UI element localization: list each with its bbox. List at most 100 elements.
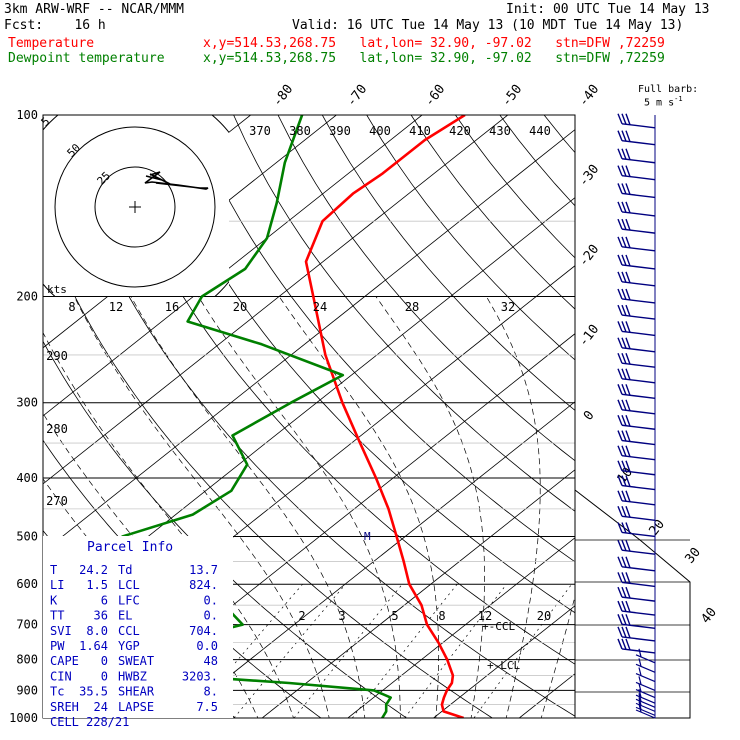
theta-label: 440 <box>529 124 551 138</box>
theta-e-label: 280 <box>46 422 68 436</box>
barb-legend-units: 5 m s-1 <box>644 94 683 108</box>
isotherm-label: -70 <box>344 82 370 110</box>
wind-barb <box>635 693 656 708</box>
mixing-ratio-line <box>233 583 346 718</box>
pressure-label: 700 <box>16 618 38 632</box>
ccl-marker: +-CCL <box>482 620 515 633</box>
dry-adiabat <box>277 115 575 462</box>
parcel-key: SHEAR <box>118 685 155 699</box>
parcel-value: 824. <box>189 578 218 592</box>
isotherm-label: -80 <box>270 82 296 110</box>
wind-barb <box>635 676 656 691</box>
dry-adiabat <box>321 115 575 411</box>
dry-adiabat <box>410 115 575 310</box>
speed-scale-label: 20 <box>233 300 247 314</box>
parcel-value: 48 <box>204 654 218 668</box>
parcel-key: TT <box>50 609 64 623</box>
isotherm-label: -10 <box>576 322 602 350</box>
parcel-value: 24.2 <box>79 563 108 577</box>
wind-barb <box>617 130 656 146</box>
parcel-key: SREH <box>50 700 79 714</box>
parcel-value: 0 <box>101 654 108 668</box>
parcel-key: CELL <box>50 715 79 729</box>
parcel-key: CIN <box>50 669 72 683</box>
init-time: Init: 00 UTC Tue 14 May 13 <box>506 2 710 17</box>
wind-barb <box>635 658 656 673</box>
wind-barb <box>617 475 656 491</box>
dry-adiabat <box>100 115 575 665</box>
isotherm-label: 30 <box>683 545 704 567</box>
wind-barb <box>617 201 656 217</box>
isotherm-label: -20 <box>576 242 602 270</box>
parcel-value: 35.5 <box>79 685 108 699</box>
hodograph-units: kts <box>47 283 67 296</box>
isotherm-label: -50 <box>499 82 525 110</box>
theta-label: 410 <box>409 124 431 138</box>
dry-adiabat <box>589 115 740 731</box>
isotherm-label: -40 <box>576 82 602 110</box>
wind-barb <box>635 689 656 704</box>
wind-barb <box>617 614 656 630</box>
parcel-key: EL <box>118 609 132 623</box>
theta-label: 400 <box>369 124 391 138</box>
speed-scale-label: 8 <box>68 300 75 314</box>
pressure-label: 200 <box>16 290 38 304</box>
isotherm-line <box>43 115 423 417</box>
wind-barb <box>635 703 656 719</box>
barb-legend-exponent: -1 <box>674 95 683 103</box>
dewpoint-location: x,y=514.53,268.75 lat,lon= 32.90, -97.02… <box>203 51 665 66</box>
wind-barb <box>617 113 656 129</box>
theta-e-label: 270 <box>46 494 68 508</box>
parcel-key: SVI <box>50 624 72 638</box>
parcel-info-title: Parcel Info <box>87 540 173 555</box>
m-marker: M <box>364 530 371 543</box>
parcel-value: 8. <box>204 685 218 699</box>
pressure-label: 500 <box>16 529 38 543</box>
pressure-label: 400 <box>16 471 38 485</box>
parcel-value: 0 <box>101 669 108 683</box>
theta-label: 390 <box>329 124 351 138</box>
pressure-label: 900 <box>16 683 38 697</box>
isotherm-label: -30 <box>576 162 602 190</box>
wind-barb <box>617 321 656 337</box>
parcel-key: LCL <box>118 578 140 592</box>
speed-scale-label: 24 <box>313 300 327 314</box>
dry-adiabat <box>455 115 575 259</box>
wind-barb <box>617 460 656 476</box>
isotherm-line <box>605 115 740 718</box>
theta-label: 420 <box>449 124 471 138</box>
wind-barb <box>617 399 656 415</box>
barb-legend-title: Full barb: <box>638 84 699 95</box>
parcel-value: 24 <box>94 700 108 714</box>
wind-barb <box>617 337 656 353</box>
parcel-value: 0.0 <box>196 639 218 653</box>
moist-adiabat <box>130 296 366 718</box>
mixing-ratio-label: 2 <box>298 609 305 623</box>
wind-barb <box>617 254 656 270</box>
isotherm-line <box>43 115 509 485</box>
isotherm-label: 0 <box>581 408 598 423</box>
wind-barb <box>617 556 656 572</box>
moist-adiabat <box>375 296 485 718</box>
forecast-hour: Fcst: 16 h <box>4 18 106 33</box>
dry-adiabat <box>366 115 575 361</box>
mixing-ratio-line <box>188 583 303 718</box>
parcel-value: 7.5 <box>196 700 218 714</box>
theta-label: 380 <box>289 124 311 138</box>
dry-adiabat <box>188 115 575 563</box>
dry-adiabat <box>55 115 575 717</box>
parcel-value: 1.64 <box>79 639 108 653</box>
wind-barb <box>617 572 656 588</box>
parcel-key: Tc <box>50 685 64 699</box>
wind-barb <box>617 522 656 538</box>
wind-barb <box>617 414 656 430</box>
dry-adiabat <box>633 115 740 731</box>
parcel-key: PW <box>50 639 65 653</box>
parcel-value: 13.7 <box>189 563 218 577</box>
parcel-key: LFC <box>118 593 140 607</box>
temperature-location: x,y=514.53,268.75 lat,lon= 32.90, -97.02… <box>203 36 665 51</box>
hodograph-trace <box>144 171 209 190</box>
speed-scale-label: 32 <box>501 300 515 314</box>
pressure-label: 800 <box>16 653 38 667</box>
